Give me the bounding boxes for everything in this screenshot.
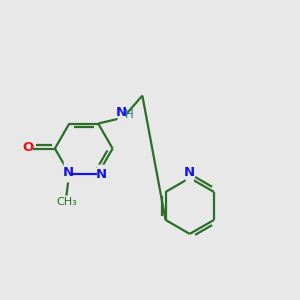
Text: N: N [116, 106, 127, 119]
Text: N: N [96, 169, 107, 182]
Text: O: O [22, 141, 33, 154]
Text: N: N [62, 166, 74, 178]
Text: CH₃: CH₃ [56, 197, 77, 207]
Text: N: N [184, 166, 195, 178]
Text: H: H [125, 108, 134, 121]
